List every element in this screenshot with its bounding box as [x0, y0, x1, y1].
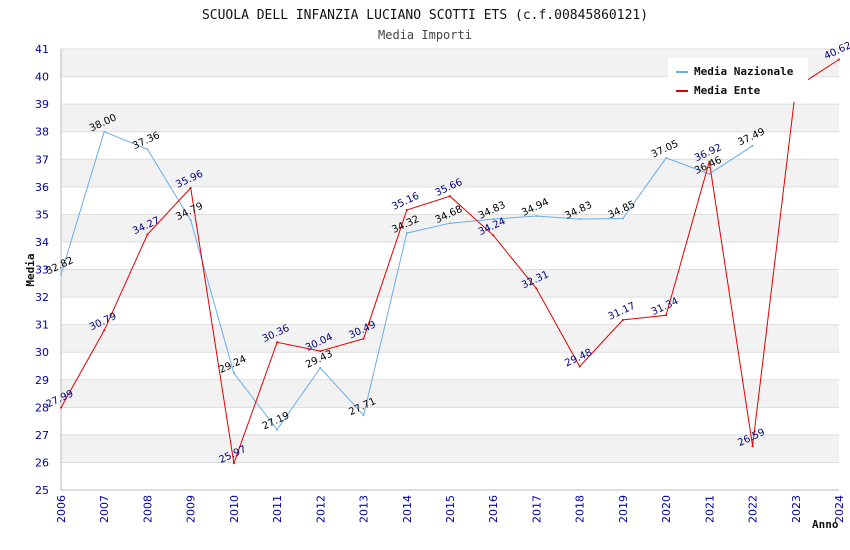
data-point — [708, 160, 711, 163]
y-tick-label: 32 — [35, 291, 49, 304]
data-point — [232, 462, 235, 465]
data-point — [103, 130, 106, 133]
legend-label-ente: Media Ente — [694, 84, 761, 97]
x-tick-label: 2011 — [271, 495, 284, 523]
x-tick-label: 2016 — [487, 495, 500, 523]
y-tick-label: 29 — [35, 374, 49, 387]
data-point — [621, 318, 624, 321]
y-tick-label: 35 — [35, 208, 49, 221]
data-point — [578, 365, 581, 368]
data-label: 31.17 — [607, 301, 638, 323]
y-tick-label: 27 — [35, 429, 49, 442]
data-point — [665, 156, 668, 159]
chart-title: SCUOLA DELL INFANZIA LUCIANO SCOTTI ETS … — [202, 8, 648, 23]
axes — [60, 49, 839, 491]
data-point — [146, 233, 149, 236]
chart-subtitle: Media Importi — [378, 28, 472, 42]
data-point — [362, 414, 365, 417]
data-point — [60, 273, 62, 276]
data-point — [232, 372, 235, 375]
y-tick-label: 28 — [35, 401, 49, 414]
data-point — [319, 350, 322, 353]
data-point — [276, 428, 279, 431]
data-point — [189, 186, 192, 189]
series-lines — [60, 58, 840, 465]
y-tick-label: 33 — [35, 264, 49, 277]
x-tick-label: 2006 — [55, 495, 68, 523]
y-tick-label: 38 — [35, 126, 49, 139]
y-tick-label: 30 — [35, 346, 49, 359]
plot-bands — [61, 49, 839, 463]
data-point — [492, 218, 495, 221]
data-label: 31.34 — [650, 296, 681, 318]
x-tick-label: 2010 — [228, 495, 241, 523]
data-point — [708, 173, 711, 176]
data-point — [449, 222, 451, 225]
plot-band — [61, 434, 839, 463]
y-tick-label: 39 — [35, 98, 49, 111]
data-point — [276, 341, 279, 344]
plot-band — [61, 379, 839, 408]
x-tick-label: 2008 — [141, 495, 154, 523]
data-point — [578, 218, 581, 221]
y-tick-label: 36 — [35, 181, 49, 194]
data-point — [319, 366, 322, 369]
plot-band — [61, 269, 839, 298]
data-point — [751, 445, 754, 448]
x-tick-labels: 2006 2007 2008 2009 2010 2011 2012 2013 2014 2015… — [55, 495, 846, 523]
legend-label-nazionale: Media Nazionale — [694, 65, 794, 78]
grid-lines — [61, 48, 839, 491]
data-point — [362, 337, 365, 340]
data-label: 29.24 — [218, 354, 249, 376]
x-tick-label: 2020 — [660, 495, 673, 523]
y-axis-title: Media — [24, 253, 37, 286]
x-tick-label: 2009 — [185, 495, 198, 523]
x-tick-label: 2024 — [833, 495, 846, 523]
data-point — [189, 219, 192, 222]
data-point — [492, 234, 495, 237]
plot-band — [61, 324, 839, 353]
data-point — [405, 208, 408, 211]
data-point — [535, 287, 538, 290]
x-tick-label: 2022 — [747, 495, 760, 523]
y-tick-label: 34 — [35, 236, 49, 249]
y-tick-label: 37 — [35, 153, 49, 166]
x-tick-label: 2021 — [703, 495, 716, 523]
data-point — [838, 58, 840, 61]
data-label: 37.05 — [650, 139, 681, 161]
data-point — [405, 232, 408, 235]
x-tick-label: 2013 — [358, 495, 371, 523]
x-tick-label: 2019 — [617, 495, 630, 523]
y-tick-label: 41 — [35, 43, 49, 56]
data-point — [621, 217, 624, 220]
data-point — [60, 406, 62, 409]
x-tick-label: 2023 — [790, 495, 803, 523]
data-label: 35.16 — [390, 191, 421, 213]
data-point — [449, 195, 451, 198]
x-axis-title: Anno — [812, 518, 839, 531]
x-tick-label: 2018 — [574, 495, 587, 523]
x-tick-label: 2007 — [98, 495, 111, 523]
data-point — [535, 215, 538, 218]
x-tick-label: 2015 — [444, 495, 457, 523]
x-tick-label: 2012 — [314, 495, 327, 523]
data-point — [103, 329, 106, 332]
y-tick-label: 26 — [35, 456, 49, 469]
y-tick-label: 31 — [35, 319, 49, 332]
y-tick-labels: 25 26 27 28 29 30 31 32 33 34 35 36 37 38 39 40 41 — [35, 43, 49, 497]
legend-background — [668, 58, 808, 102]
data-point — [665, 314, 668, 317]
y-tick-label: 40 — [35, 71, 49, 84]
plot-band — [61, 104, 839, 132]
x-tick-label: 2017 — [530, 495, 543, 523]
y-tick-label: 25 — [35, 484, 49, 497]
legend: Media Nazionale Media Ente — [668, 58, 808, 102]
x-tick-label: 2014 — [401, 495, 414, 523]
data-point — [751, 144, 754, 147]
plot-band — [61, 214, 839, 242]
data-point — [146, 148, 149, 151]
